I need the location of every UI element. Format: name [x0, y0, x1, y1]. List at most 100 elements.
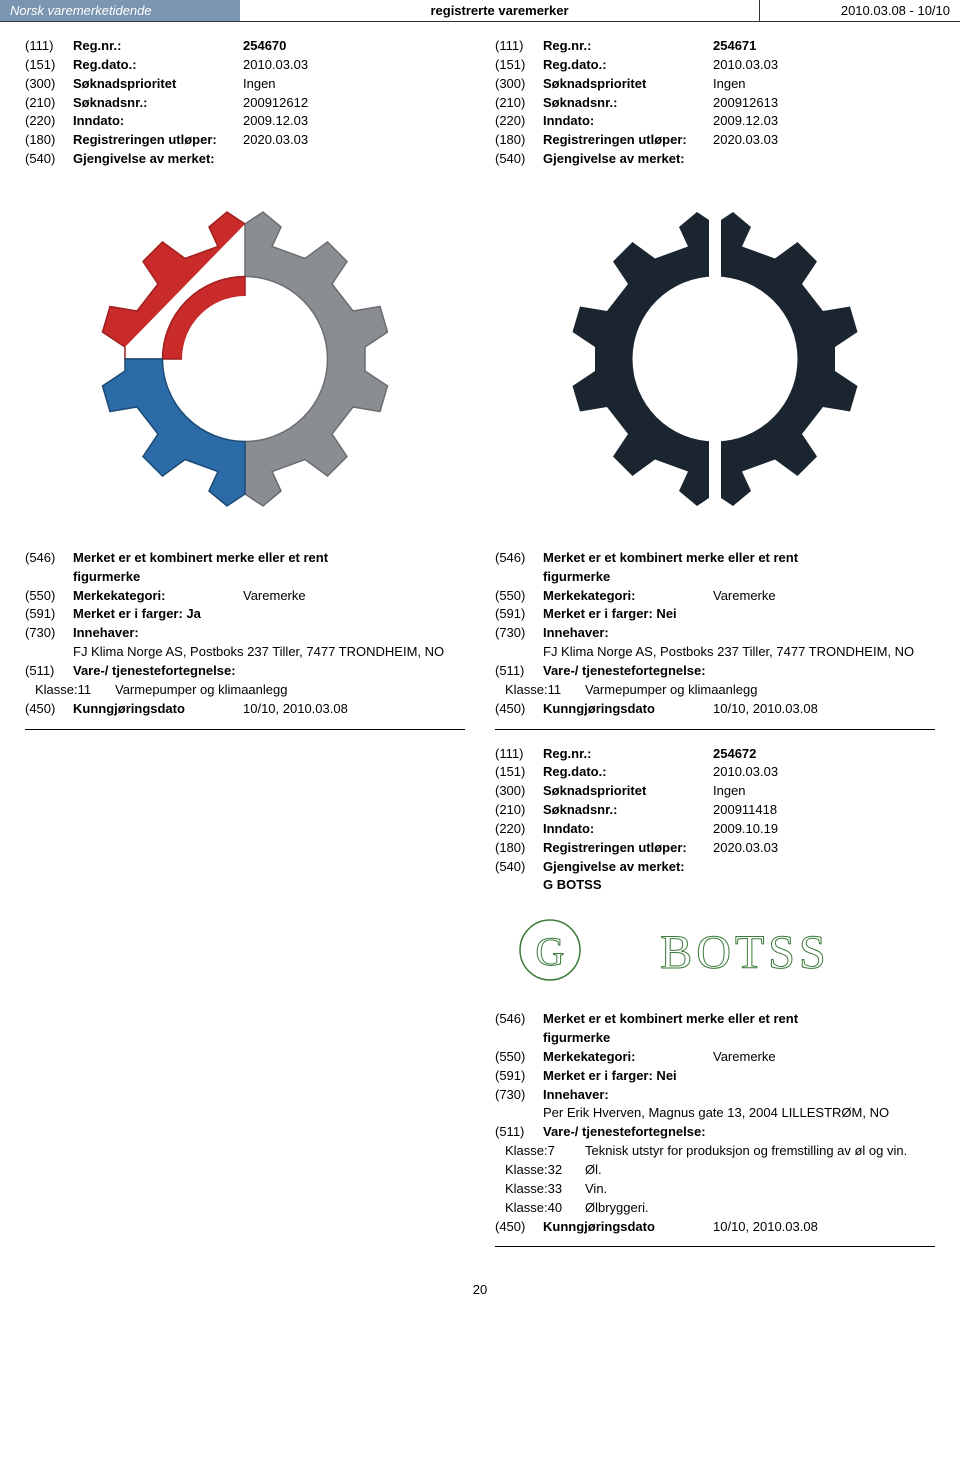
code-511: (511): [495, 1123, 543, 1142]
code-511: (511): [495, 662, 543, 681]
class-32-val: Øl.: [585, 1161, 935, 1180]
innehaver-label: Innehaver:: [73, 624, 465, 643]
code-220: (220): [495, 820, 543, 839]
gear-logo-mono-icon: [565, 209, 865, 509]
code-550: (550): [25, 587, 73, 606]
farger: Merket er i farger: Nei: [543, 605, 935, 624]
svg-text:G: G: [536, 929, 565, 974]
regut-label: Registreringen utløper:: [543, 131, 713, 150]
innehaver-val: FJ Klima Norge AS, Postboks 237 Tiller, …: [543, 643, 935, 662]
gjengiv-label: Gjengivelse av merket:: [73, 150, 465, 169]
code-151: (151): [495, 56, 543, 75]
code-730: (730): [495, 624, 543, 643]
class-32-label: Klasse:32: [505, 1161, 585, 1180]
gbotss-logo-icon: G BOTSS: [515, 910, 915, 990]
code-300: (300): [495, 75, 543, 94]
gear-logo-color-icon: [95, 209, 395, 509]
sokprio-val: Ingen: [713, 782, 935, 801]
mark-name: G BOTSS: [543, 876, 935, 895]
regut-val: 2020.03.03: [713, 839, 935, 858]
sokprio-val: Ingen: [713, 75, 935, 94]
code-111: (111): [25, 37, 73, 56]
class-11-label: Klasse:11: [35, 681, 115, 700]
code-591: (591): [495, 605, 543, 624]
logo-mono-wrap: [495, 194, 935, 524]
header-center: registrerte varemerker: [240, 0, 759, 21]
code-550: (550): [495, 587, 543, 606]
soknr-label: Søknadsnr.:: [73, 94, 243, 113]
regdato-val: 2010.03.03: [713, 763, 935, 782]
code-591: (591): [25, 605, 73, 624]
divider: [495, 1246, 935, 1247]
class-33-val: Vin.: [585, 1180, 935, 1199]
code-210: (210): [495, 94, 543, 113]
gbotss-logo-wrap: G BOTSS: [495, 910, 935, 995]
code-210: (210): [25, 94, 73, 113]
regdato-label: Reg.dato.:: [73, 56, 243, 75]
page-number: 20: [0, 1272, 960, 1317]
divider: [25, 729, 465, 730]
code-730: (730): [25, 624, 73, 643]
code-511: (511): [25, 662, 73, 681]
kat-val: Varemerke: [243, 587, 465, 606]
svg-text:BOTSS: BOTSS: [660, 926, 829, 979]
code-220: (220): [495, 112, 543, 131]
header-left: Norsk varemerketidende: [0, 0, 240, 21]
figurmerke: figurmerke: [543, 568, 935, 587]
inndato-val: 2009.12.03: [243, 112, 465, 131]
kat-label: Merkekategori:: [543, 587, 713, 606]
logo-color-wrap: [25, 194, 465, 524]
class-40-val: Ølbryggeri.: [585, 1199, 935, 1218]
vare-label: Vare-/ tjenestefortegnelse:: [73, 662, 465, 681]
inndato-label: Inndato:: [543, 112, 713, 131]
divider: [495, 729, 935, 730]
regdato-val: 2010.03.03: [713, 56, 935, 75]
page-header: Norsk varemerketidende registrerte varem…: [0, 0, 960, 22]
code-730: (730): [495, 1086, 543, 1105]
innehaver-label: Innehaver:: [543, 1086, 935, 1105]
farger: Merket er i farger: Ja: [73, 605, 465, 624]
code-450: (450): [495, 1218, 543, 1237]
content-columns: (111)Reg.nr.:254670 (151)Reg.dato.:2010.…: [0, 22, 960, 1272]
code-180: (180): [495, 131, 543, 150]
soknr-label: Søknadsnr.:: [543, 801, 713, 820]
code-300: (300): [495, 782, 543, 801]
inndato-val: 2009.10.19: [713, 820, 935, 839]
entry-254671-body: (546)Merket er et kombinert merke eller …: [495, 549, 935, 719]
figurmerke: figurmerke: [73, 568, 465, 587]
soknr-val: 200911418: [713, 801, 935, 820]
entry-254671-head: (111)Reg.nr.:254671 (151)Reg.dato.:2010.…: [495, 37, 935, 169]
code-591: (591): [495, 1067, 543, 1086]
code-450: (450): [495, 700, 543, 719]
class-11-label: Klasse:11: [505, 681, 585, 700]
soknr-val: 200912613: [713, 94, 935, 113]
innehaver-val: FJ Klima Norge AS, Postboks 237 Tiller, …: [73, 643, 465, 662]
regdato-label: Reg.dato.:: [543, 56, 713, 75]
sokprio-label: Søknadsprioritet: [73, 75, 243, 94]
merket-line: Merket er et kombinert merke eller et re…: [73, 550, 328, 565]
sokprio-val: Ingen: [243, 75, 465, 94]
code-151: (151): [495, 763, 543, 782]
regut-val: 2020.03.03: [713, 131, 935, 150]
inndato-label: Inndato:: [543, 820, 713, 839]
figurmerke: figurmerke: [543, 1029, 935, 1048]
sokprio-label: Søknadsprioritet: [543, 75, 713, 94]
merket-line: Merket er et kombinert merke eller et re…: [543, 550, 798, 565]
regnr-val: 254672: [713, 745, 935, 764]
kunn-label: Kunngjøringsdato: [543, 1218, 713, 1237]
class-33-label: Klasse:33: [505, 1180, 585, 1199]
soknr-val: 200912612: [243, 94, 465, 113]
code-111: (111): [495, 745, 543, 764]
code-550: (550): [495, 1048, 543, 1067]
soknr-label: Søknadsnr.:: [543, 94, 713, 113]
gjengiv-label: Gjengivelse av merket:: [543, 150, 935, 169]
kat-val: Varemerke: [713, 1048, 935, 1067]
regut-label: Registreringen utløper:: [543, 839, 713, 858]
code-220: (220): [25, 112, 73, 131]
entry-254672-head: (111)Reg.nr.:254672 (151)Reg.dato.:2010.…: [495, 745, 935, 896]
merket-line: Merket er et kombinert merke eller et re…: [543, 1011, 798, 1026]
regut-label: Registreringen utløper:: [73, 131, 243, 150]
class-11-val: Varmepumper og klimaanlegg: [585, 681, 935, 700]
code-540: (540): [25, 150, 73, 169]
innehaver-label: Innehaver:: [543, 624, 935, 643]
